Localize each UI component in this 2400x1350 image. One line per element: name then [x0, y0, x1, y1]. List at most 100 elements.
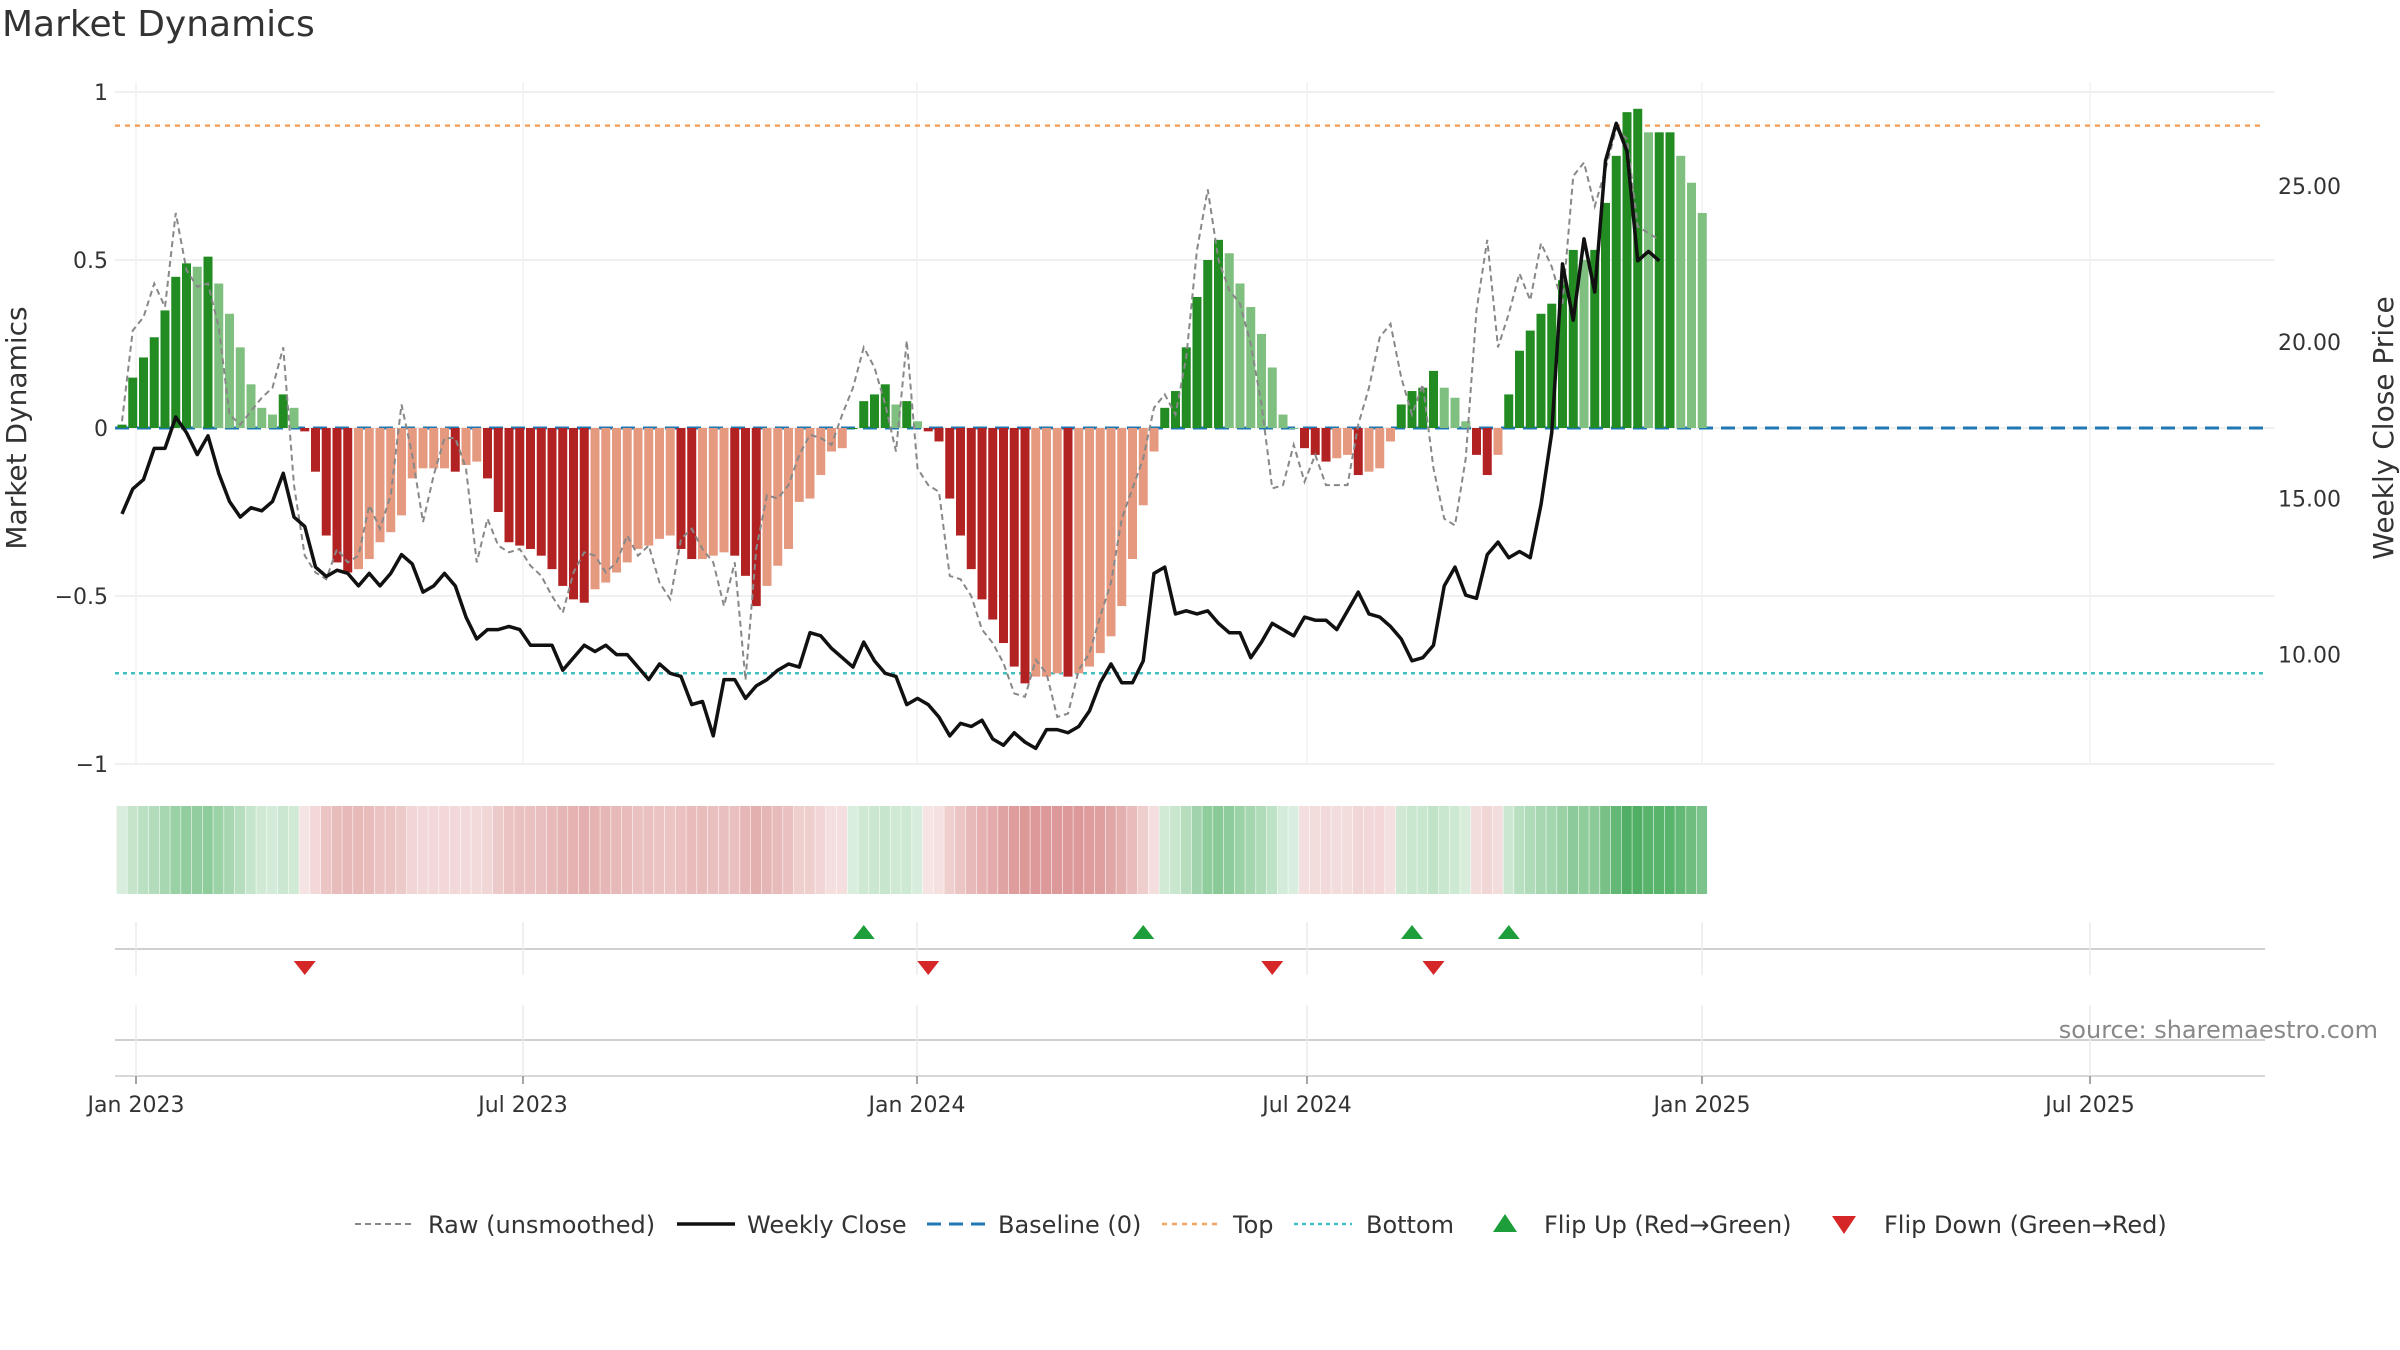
bar [1009, 428, 1019, 667]
regime-cell [1385, 806, 1396, 894]
bar [1418, 387, 1428, 428]
regime-cell [1557, 806, 1568, 894]
raw-line [121, 127, 1660, 719]
regime-cell [1051, 806, 1063, 894]
bar [192, 266, 202, 428]
bar [472, 428, 482, 462]
regime-cell [191, 806, 203, 894]
regime-cell [1008, 806, 1020, 894]
regime-cell [1019, 806, 1030, 894]
regime-cell [987, 806, 998, 894]
bar [332, 428, 342, 563]
bar [1568, 249, 1578, 428]
regime-cell [1299, 806, 1310, 894]
regime-cell [374, 806, 385, 894]
bar [246, 384, 256, 428]
regime-cell [1610, 806, 1622, 894]
regime-cell [664, 806, 676, 894]
bar [1439, 387, 1449, 428]
bar [601, 428, 611, 583]
bar [1042, 428, 1051, 677]
bar [1622, 112, 1632, 428]
legend-label: Baseline (0) [998, 1211, 1141, 1239]
regime-cell [1116, 806, 1127, 894]
regime-cell [1277, 806, 1288, 894]
bar [1085, 428, 1094, 667]
regime-cell [1062, 806, 1073, 894]
regime-cell [148, 806, 160, 894]
regime-cell [740, 806, 751, 894]
bar [440, 428, 449, 469]
bar [450, 428, 460, 472]
regime-cell [922, 806, 934, 894]
bar [1515, 350, 1524, 428]
regime-cell [1589, 806, 1600, 894]
regime-cell [1643, 806, 1654, 894]
bar [730, 428, 740, 556]
regime-cell [707, 806, 719, 894]
x-tick-label: Jul 2025 [2043, 1093, 2135, 1118]
bar [1343, 428, 1352, 455]
regime-cell [471, 806, 482, 894]
regime-cell [858, 806, 869, 894]
regime-cell [234, 806, 246, 894]
right-tick-label: 15.00 [2278, 487, 2341, 512]
bar [762, 428, 772, 586]
bar [1375, 428, 1385, 469]
bar [1063, 428, 1073, 677]
bar [1676, 155, 1686, 428]
chart-title: Market Dynamics [2, 4, 315, 45]
bar [1386, 428, 1395, 442]
regime-cell [632, 806, 643, 894]
left-tick-label: 0 [94, 417, 108, 442]
bar [311, 428, 320, 472]
left-axis-ticks: 1 0.5 0 −0.5 −1 [55, 81, 108, 778]
regime-cell [1621, 806, 1632, 894]
bar [751, 428, 761, 607]
regime-cell [342, 806, 353, 894]
regime-cell [1471, 806, 1482, 894]
regime-cell [1406, 806, 1417, 894]
regime-cell [826, 806, 837, 894]
bar [579, 428, 589, 603]
bar [1558, 280, 1567, 428]
regime-cell [761, 806, 772, 894]
bar [590, 428, 600, 590]
bar [1364, 428, 1374, 472]
right-tick-label: 10.00 [2278, 644, 2341, 669]
regime-cell [1288, 806, 1299, 894]
bar [1310, 428, 1320, 455]
regime-cell [955, 806, 966, 894]
bar [612, 428, 621, 573]
bar [1665, 132, 1675, 428]
regime-cell [1578, 806, 1589, 894]
bar [1235, 283, 1245, 428]
regime-cell [1460, 806, 1471, 894]
bar [1052, 428, 1062, 674]
regime-cell [869, 806, 880, 894]
bar [741, 428, 750, 576]
bar [698, 428, 707, 560]
regime-cell [320, 806, 332, 894]
bar [1106, 428, 1116, 637]
regime-cell [1438, 806, 1450, 894]
flip-up-marker [1401, 925, 1423, 939]
bar [257, 407, 267, 428]
bar [880, 384, 890, 428]
source-label: source: sharemaestro.com [2059, 1016, 2378, 1044]
bar [569, 428, 578, 600]
bar [1579, 260, 1589, 428]
regime-cell [1449, 806, 1460, 894]
bar [1461, 421, 1471, 428]
bars-group [117, 108, 1707, 684]
regime-cell [1127, 806, 1138, 894]
right-tick-label: 25.00 [2278, 175, 2341, 200]
regime-cell [127, 806, 138, 894]
regime-cell [944, 806, 955, 894]
bar [1504, 394, 1514, 428]
regime-cell [1481, 806, 1493, 894]
bar [773, 428, 783, 566]
regime-cell [1331, 806, 1342, 894]
regime-cell [181, 806, 192, 894]
bar [1031, 428, 1041, 677]
